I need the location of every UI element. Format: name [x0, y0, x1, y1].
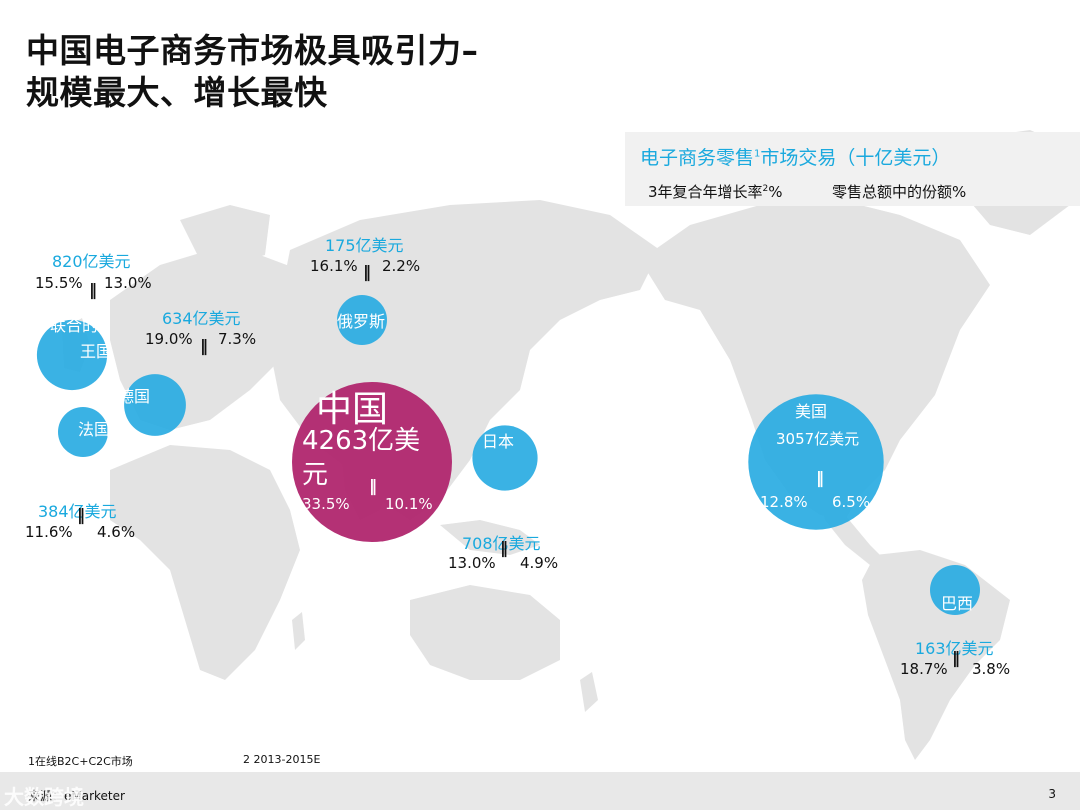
- new-zealand-shape: [580, 672, 598, 712]
- france-amount: 384亿美元: [38, 502, 117, 521]
- footer-bar: [0, 772, 1080, 810]
- us-separator: ‖: [816, 468, 824, 487]
- legend-title-rest: 市场交易（十亿美元）: [760, 147, 951, 169]
- china-share: 10.1%: [385, 495, 433, 513]
- uk-share: 13.0%: [104, 274, 152, 292]
- brazil-separator: ‖: [952, 648, 960, 667]
- page-title: 中国电子商务市场极具吸引力– 规模最大、增长最快: [26, 30, 479, 114]
- australia-shape: [410, 585, 560, 680]
- legend-box: [625, 132, 1080, 206]
- russia-separator: ‖: [363, 262, 371, 281]
- bubble-美国: [748, 394, 884, 530]
- uk-amount: 820亿美元: [52, 252, 131, 271]
- source-text: 来源：eMarketer: [28, 789, 125, 803]
- legend-growth-text: 3年复合年增长率: [648, 183, 763, 201]
- uk-separator: ‖: [89, 280, 97, 299]
- legend-growth-label: 3年复合年增长率2%: [648, 181, 783, 202]
- russia-amount: 175亿美元: [325, 236, 404, 255]
- germany-cagr: 19.0%: [145, 330, 193, 348]
- page-number: 3: [1048, 787, 1056, 801]
- germany-separator: ‖: [200, 336, 208, 355]
- bubble-日本: [472, 425, 538, 491]
- japan-cagr: 13.0%: [448, 554, 496, 572]
- china-amount: 4263亿美元: [302, 426, 421, 490]
- us-name: 美国: [795, 402, 828, 421]
- us-amount: 3057亿美元: [776, 430, 860, 448]
- uk-cagr: 15.5%: [35, 274, 83, 292]
- bubble-巴西: [930, 565, 980, 615]
- legend-growth-suffix: %: [768, 183, 783, 201]
- japan-separator: ‖: [500, 538, 508, 557]
- continents: [62, 130, 1075, 760]
- bubble-中国: [292, 382, 452, 542]
- title-line-1: 中国电子商务市场极具吸引力–: [26, 31, 479, 70]
- legend-share-label: 零售总额中的份额%: [832, 183, 967, 201]
- bubble-德国: [124, 374, 186, 436]
- france-share: 4.6%: [97, 523, 136, 541]
- russia-cagr: 16.1%: [310, 257, 358, 275]
- footnote-2: 2 2013-2015E: [243, 753, 321, 766]
- brazil-amount: 163亿美元: [915, 639, 994, 658]
- legend-growth-sup: 2: [762, 184, 769, 194]
- market-bubbles: [36, 295, 980, 615]
- us-share: 6.5%: [832, 493, 871, 511]
- brazil-cagr: 18.7%: [900, 660, 948, 678]
- china-cagr: 33.5%: [302, 495, 350, 513]
- uk-name-line1: 联合的: [50, 316, 99, 335]
- sea-islands-shape: [440, 520, 540, 555]
- us-cagr: 12.8%: [760, 493, 808, 511]
- france-cagr: 11.6%: [25, 523, 73, 541]
- russia-name: 俄罗斯: [337, 312, 386, 331]
- footnote-1: 1在线B2C+C2C市场: [28, 755, 133, 768]
- japan-amount: 708亿美元: [462, 534, 541, 553]
- france-separator: ‖: [77, 505, 85, 524]
- bubble-联合的王国: [36, 319, 108, 391]
- russia-share: 2.2%: [382, 257, 421, 275]
- germany-share: 7.3%: [218, 330, 257, 348]
- japan-name: 日本: [482, 432, 515, 451]
- africa-shape: [110, 445, 300, 680]
- title-line-2: 规模最大、增长最快: [26, 73, 328, 112]
- china-name: 中国: [316, 389, 389, 430]
- bubble-法国: [58, 407, 108, 457]
- brazil-share: 3.8%: [972, 660, 1011, 678]
- legend-title-text: 电子商务零售: [640, 147, 755, 169]
- watermark: 大数跨境: [4, 785, 84, 809]
- brazil-name: 巴西: [941, 594, 974, 613]
- scandinavia-shape: [180, 205, 270, 265]
- legend-title-sup: 1: [754, 148, 761, 160]
- france-name: 法国: [78, 420, 111, 439]
- north-america-shape: [640, 200, 990, 520]
- madagascar-shape: [292, 612, 305, 650]
- germany-name: 德国: [118, 387, 151, 406]
- legend-title: 电子商务零售1市场交易（十亿美元）: [640, 143, 950, 170]
- germany-amount: 634亿美元: [162, 309, 241, 328]
- bubble-俄罗斯: [337, 295, 387, 345]
- uk-name-line2: 王国: [80, 342, 113, 361]
- china-separator: ‖: [369, 476, 377, 495]
- japan-share: 4.9%: [520, 554, 559, 572]
